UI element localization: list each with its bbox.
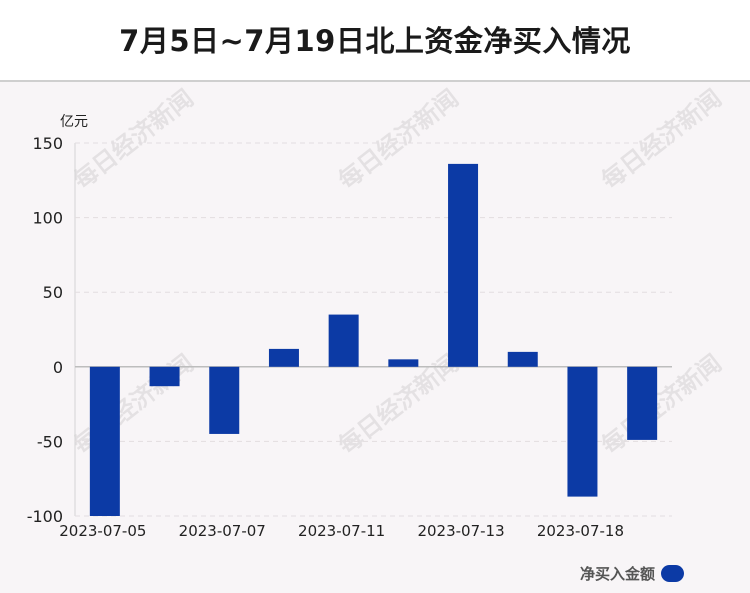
bar — [268, 348, 299, 367]
y-tick-label: 100 — [32, 209, 63, 228]
y-tick-label: -100 — [27, 507, 63, 526]
x-tick-label: 2023-07-05 — [59, 522, 146, 540]
bar — [567, 366, 598, 497]
bars — [89, 163, 658, 516]
y-tick-label: 50 — [43, 283, 63, 302]
bar — [328, 314, 359, 367]
header-bar: 7月5日~7月19日北上资金净买入情况 — [0, 0, 750, 82]
chart-title: 7月5日~7月19日北上资金净买入情况 — [119, 24, 631, 58]
bar — [507, 351, 538, 367]
y-tick-labels: 150 100 50 0 -50 -100 — [27, 134, 63, 526]
x-tick-label: 2023-07-13 — [417, 522, 504, 540]
legend-swatch — [661, 565, 684, 582]
bar — [149, 366, 180, 387]
bar — [448, 163, 479, 367]
y-axis-label: 亿元 — [60, 114, 88, 130]
bar — [627, 366, 658, 440]
x-tick-label: 2023-07-11 — [298, 522, 385, 540]
x-tick-label: 2023-07-07 — [179, 522, 266, 540]
bar — [209, 366, 240, 434]
x-tick-labels: 2023-07-05 2023-07-07 2023-07-11 2023-07-13… — [59, 522, 624, 540]
y-tick-label: 0 — [53, 358, 63, 377]
legend: 净买入金额 — [580, 563, 684, 584]
bar — [388, 359, 419, 367]
bar — [89, 366, 120, 516]
y-tick-label: -50 — [37, 432, 63, 451]
y-tick-label: 150 — [32, 134, 63, 153]
x-tick-label: 2023-07-18 — [537, 522, 624, 540]
legend-label: 净买入金额 — [579, 565, 655, 583]
